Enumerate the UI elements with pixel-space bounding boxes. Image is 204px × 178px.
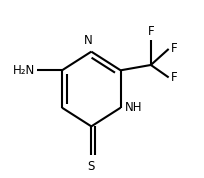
Text: N: N — [84, 34, 93, 47]
Text: NH: NH — [125, 101, 143, 114]
Text: F: F — [171, 71, 177, 84]
Text: F: F — [147, 25, 154, 38]
Text: H₂N: H₂N — [13, 64, 35, 77]
Text: S: S — [88, 160, 95, 173]
Text: F: F — [171, 42, 177, 56]
